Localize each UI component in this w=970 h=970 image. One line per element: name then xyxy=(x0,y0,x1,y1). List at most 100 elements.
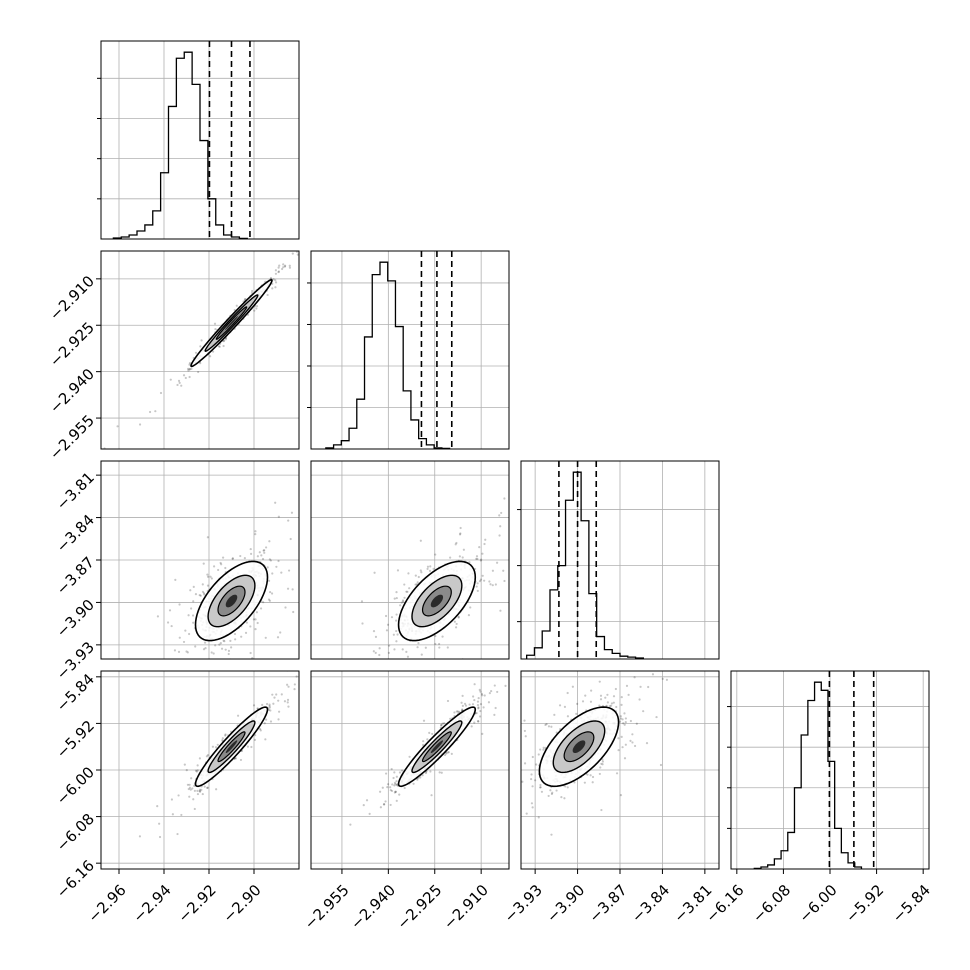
scatter-point xyxy=(651,673,655,676)
scatter-point xyxy=(270,592,274,595)
histogram-step-1 xyxy=(325,261,451,450)
scatter-point xyxy=(610,704,613,707)
scatter-point xyxy=(325,679,327,681)
scatter-point xyxy=(187,787,190,791)
scatter-point xyxy=(591,775,595,779)
scatter-point xyxy=(158,835,162,839)
scatter-point xyxy=(273,696,276,699)
scatter-point xyxy=(531,806,534,809)
scatter-point xyxy=(264,738,267,741)
scatter-point xyxy=(415,668,417,670)
scatter-point xyxy=(530,802,534,805)
scatter-point xyxy=(169,378,172,381)
scatter-point xyxy=(518,672,520,674)
scatter-point xyxy=(617,749,620,752)
scatter-point xyxy=(428,731,431,735)
scatter-point xyxy=(393,648,396,651)
scatter-point xyxy=(541,500,543,502)
scatter-panel-3-1 xyxy=(310,670,520,870)
scatter-point xyxy=(188,795,191,798)
scatter-point xyxy=(274,281,278,284)
scatter-point xyxy=(539,786,542,789)
scatter-point xyxy=(550,833,553,836)
scatter-point xyxy=(584,694,587,697)
scatter-point xyxy=(431,732,434,736)
scatter-point xyxy=(271,693,274,696)
scatter-point xyxy=(623,712,626,715)
scatter-point xyxy=(206,573,209,576)
scatter-point xyxy=(255,305,259,308)
scatter-point xyxy=(231,557,235,560)
scatter-point xyxy=(473,721,476,724)
scatter-point xyxy=(216,743,219,746)
scatter-point xyxy=(230,646,233,649)
scatter-point xyxy=(420,653,423,656)
scatter-panel-2-0 xyxy=(100,460,314,660)
scatter-point xyxy=(464,704,468,707)
scatter-point xyxy=(478,580,482,583)
scatter-point xyxy=(253,738,257,741)
scatter-point xyxy=(395,783,398,787)
scatter-point xyxy=(688,631,690,633)
scatter-point xyxy=(239,554,242,558)
x-tick-label: −5.92 xyxy=(842,881,887,926)
scatter-point xyxy=(190,777,193,780)
scatter-point xyxy=(499,609,502,612)
scatter-point xyxy=(274,269,277,272)
scatter-point xyxy=(194,593,198,596)
scatter-point xyxy=(265,718,268,721)
scatter-point xyxy=(496,690,499,694)
scatter-point xyxy=(450,752,453,755)
scatter-point xyxy=(263,551,266,554)
scatter-point xyxy=(218,345,221,348)
scatter-point xyxy=(390,767,393,771)
scatter-point xyxy=(523,729,526,733)
scatter-point xyxy=(204,647,207,650)
scatter-point xyxy=(214,746,218,749)
scatter-point xyxy=(180,813,183,817)
scatter-point xyxy=(159,391,163,395)
scatter-point xyxy=(312,528,314,530)
scatter-point xyxy=(503,497,506,500)
scatter-point xyxy=(550,725,553,728)
scatter-point xyxy=(393,781,397,784)
scatter-point xyxy=(156,615,160,618)
y-tick-label: −3.87 xyxy=(53,553,98,598)
scatter-point xyxy=(598,680,601,683)
scatter-point xyxy=(210,651,213,654)
scatter-point xyxy=(467,614,471,617)
histogram-step-3 xyxy=(753,681,863,870)
scatter-point xyxy=(390,616,394,619)
scatter-point xyxy=(192,621,195,624)
y-tick-label: −2.940 xyxy=(46,365,98,417)
scatter-point xyxy=(201,583,204,586)
scatter-point xyxy=(288,264,291,267)
scatter-point xyxy=(566,715,570,718)
x-tick-label: −6.08 xyxy=(749,881,794,926)
scatter-point xyxy=(222,344,225,348)
scatter-point xyxy=(494,583,497,586)
scatter-point xyxy=(599,766,602,769)
scatter-point xyxy=(185,769,188,772)
scatter-point xyxy=(222,639,225,642)
scatter-point xyxy=(455,541,458,545)
scatter-point xyxy=(544,723,547,727)
y-tick-label: −6.00 xyxy=(53,763,98,808)
scatter-point xyxy=(460,701,463,704)
x-tick-label: −2.94 xyxy=(130,881,175,926)
scatter-point xyxy=(198,788,202,791)
scatter-point xyxy=(477,720,480,723)
scatter-point xyxy=(400,769,404,772)
scatter-point xyxy=(430,660,432,662)
scatter-point xyxy=(542,748,545,751)
scatter-point xyxy=(504,684,507,688)
scatter-point xyxy=(265,702,269,706)
scatter-point xyxy=(647,685,650,689)
x-tick-label: −5.84 xyxy=(889,881,934,926)
scatter-point xyxy=(540,790,544,793)
scatter-point xyxy=(384,800,387,803)
scatter-point xyxy=(212,652,215,655)
scatter-point xyxy=(210,577,213,580)
scatter-point xyxy=(253,309,256,312)
scatter-point xyxy=(638,698,641,701)
